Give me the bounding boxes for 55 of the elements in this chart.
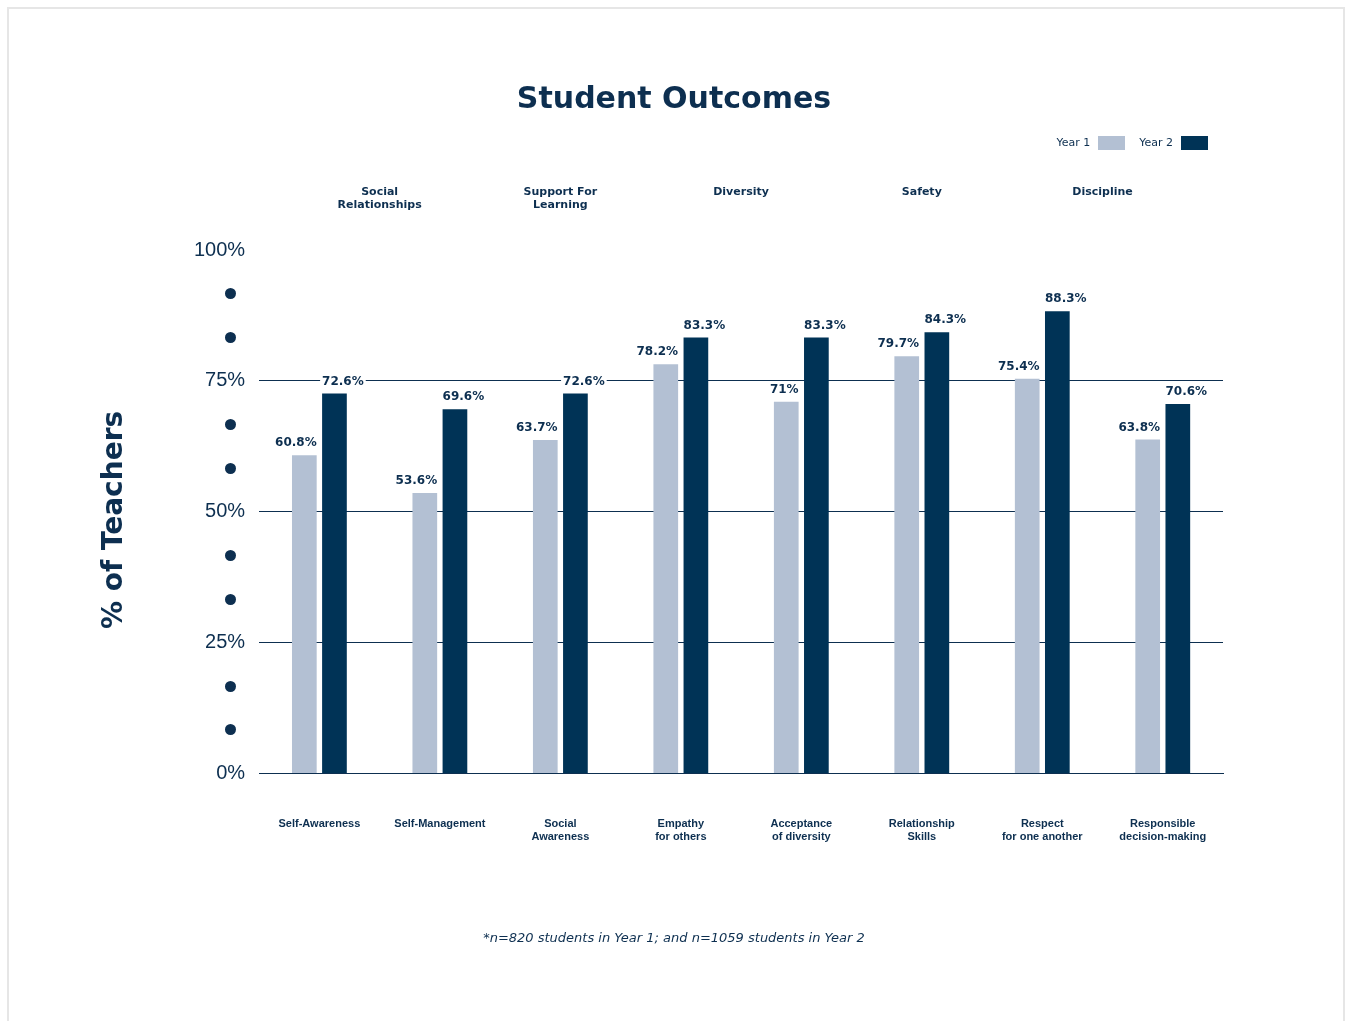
- data-label: 83.3%: [683, 317, 726, 332]
- text: Safety: [901, 185, 942, 198]
- x-tick-label: Self-Management: [394, 817, 486, 830]
- text: Diversity: [713, 185, 769, 198]
- bar: [1165, 403, 1191, 774]
- y-tick-label: 100%: [194, 237, 246, 260]
- data-label: 78.2%: [636, 344, 679, 359]
- bar: [683, 337, 709, 774]
- bar: [894, 356, 920, 774]
- data-label: 69.6%: [442, 389, 485, 404]
- x-tick-label: Respect for one another: [1001, 817, 1084, 843]
- data-label: 75.4%: [997, 358, 1040, 373]
- bar: [1044, 311, 1070, 774]
- chart-title: Student Outcomes: [515, 80, 833, 115]
- data-label: 53.6%: [395, 473, 438, 488]
- bar: [1135, 439, 1161, 774]
- text: Support For Learning: [523, 185, 598, 211]
- data-label: 72.6%: [563, 373, 605, 388]
- bar: [653, 364, 679, 774]
- y-tick-label: 50%: [205, 499, 246, 522]
- bar: [804, 337, 829, 774]
- text: Social Relationships: [337, 185, 423, 211]
- data-label: 71%: [769, 381, 799, 396]
- bar: [563, 393, 588, 774]
- x-tick-label: Self-Awareness: [278, 817, 361, 830]
- data-label: 63.8%: [1118, 419, 1161, 434]
- data-label: 83.3%: [804, 317, 846, 332]
- bar: [532, 440, 558, 774]
- text: Discipline: [1072, 185, 1133, 198]
- bar: [442, 409, 468, 774]
- bar: [322, 393, 347, 774]
- x-tick-label: Relationship Skills: [888, 817, 956, 843]
- y-tick-label: 0%: [216, 761, 246, 784]
- y-tick-label: 75%: [205, 368, 246, 391]
- y-axis-title: % of Teachers: [95, 410, 129, 630]
- data-label: 70.6%: [1165, 384, 1208, 399]
- data-label: 88.3%: [1044, 291, 1087, 306]
- x-tick-label: Acceptance of diversity: [770, 817, 833, 843]
- text: *n=820 students in Year 1; and n=1059 students in Year 2: [482, 930, 866, 945]
- y-tick-label: 25%: [205, 630, 246, 653]
- data-label: 72.6%: [322, 373, 364, 388]
- data-label: 60.8%: [275, 435, 317, 450]
- data-label: 63.7%: [516, 420, 558, 435]
- data-label: 84.3%: [924, 312, 967, 327]
- bar: [291, 455, 317, 774]
- legend-label: Year 1: [1056, 136, 1092, 150]
- bar: [1014, 378, 1040, 774]
- bar: [773, 401, 799, 774]
- x-tick-label: Empathy for others: [655, 817, 707, 843]
- bar: [924, 332, 950, 774]
- data-label: 79.7%: [877, 336, 920, 351]
- x-tick-label: Social Awareness: [531, 817, 590, 843]
- legend-label: Year 2: [1139, 136, 1174, 150]
- x-tick-label: Responsible decision-making: [1119, 817, 1207, 843]
- bar: [412, 492, 438, 774]
